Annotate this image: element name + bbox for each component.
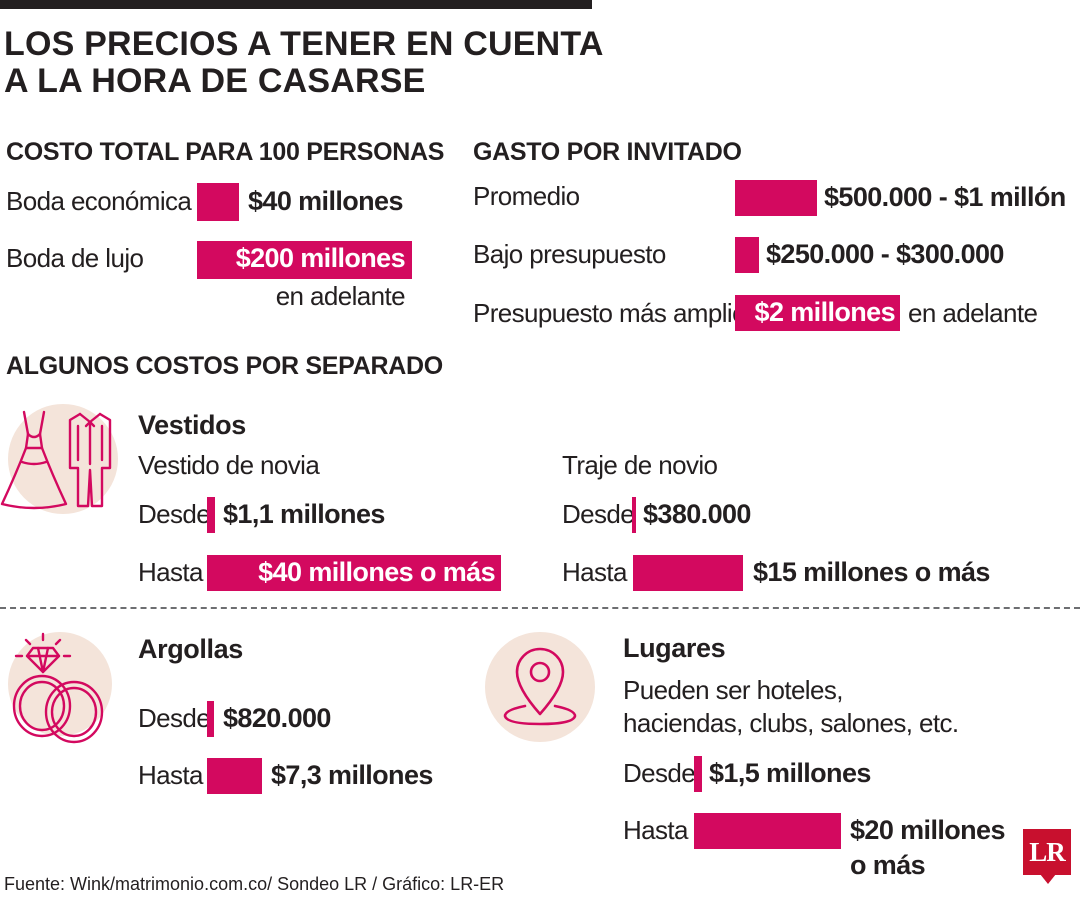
novia-desde-label: Desde (138, 499, 211, 529)
lugares-desc-line-2: haciendas, clubs, salones, etc. (623, 708, 959, 738)
bar-novia-hasta (207, 555, 501, 591)
bar-novio-hasta (633, 555, 743, 591)
argollas-hasta-label: Hasta (138, 760, 204, 790)
novio-desde-label: Desde (562, 499, 635, 529)
novio-hasta-label: Hasta (562, 557, 628, 587)
novia-hasta-value: $40 millones o más (258, 557, 495, 587)
invitado-row-label-1: Promedio (473, 181, 580, 211)
lugares-desc-line-1: Pueden ser hoteles, (623, 675, 843, 705)
argollas-desde-value: $820.000 (223, 703, 331, 733)
invitado-row-value-2: $250.000 - $300.000 (766, 239, 1004, 269)
novio-desde-value: $380.000 (643, 499, 751, 529)
argollas-hasta-value: $7,3 millones (271, 760, 433, 790)
invitado-row-label-3: Presupuesto más amplio (473, 298, 747, 328)
tuxedo-icon (68, 412, 112, 508)
lugares-hasta-label: Hasta (623, 815, 689, 845)
dashed-separator (0, 607, 1080, 609)
invitado-row-note-3: en adelante (908, 298, 1038, 328)
lugares-heading: Lugares (623, 633, 726, 663)
page-title: LOS PRECIOS A TENER EN CUENTA A LA HORA … (4, 26, 604, 100)
rings-icon (12, 632, 104, 744)
total-row-value-2: $200 millones (235, 243, 406, 273)
total-heading: COSTO TOTAL PARA 100 PERSONAS (6, 138, 445, 166)
bar-novio-desde (632, 497, 636, 533)
novia-label: Vestido de novia (138, 450, 320, 480)
bar-novia-desde (207, 497, 215, 533)
bar-boda-lujo (197, 241, 412, 279)
location-pin-icon (503, 647, 577, 726)
argollas-desde-label: Desde (138, 703, 211, 733)
bar-boda-economica (197, 183, 239, 221)
bar-bajo-presupuesto (735, 237, 759, 273)
lugares-hasta-value-line-1: $20 millones (850, 815, 1005, 845)
novia-desde-value: $1,1 millones (223, 499, 385, 529)
total-row-label-1: Boda económica (6, 186, 192, 216)
bar-presupuesto-amplio (735, 295, 900, 331)
vestidos-heading: Vestidos (138, 410, 246, 440)
novio-hasta-value: $15 millones o más (753, 557, 990, 587)
total-row-note-2: en adelante (275, 281, 406, 311)
novia-hasta-label: Hasta (138, 557, 204, 587)
argollas-heading: Argollas (138, 634, 243, 664)
novio-label: Traje de novio (562, 450, 718, 480)
title-line-2: A LA HORA DE CASARSE (4, 62, 426, 100)
invitado-row-label-2: Bajo presupuesto (473, 239, 666, 269)
total-row-value-1: $40 millones (248, 186, 403, 216)
bar-lugares-hasta (694, 813, 841, 849)
top-rule (0, 0, 592, 9)
bar-lugares-desde (694, 756, 702, 792)
wedding-dress-icon (0, 410, 68, 510)
invitado-heading: GASTO POR INVITADO (473, 138, 742, 166)
bar-promedio (735, 180, 817, 216)
total-row-label-2: Boda de lujo (6, 243, 144, 273)
lr-logo: LR (1023, 829, 1071, 875)
lugares-desde-label: Desde (623, 758, 696, 788)
bar-argollas-hasta (207, 758, 262, 794)
bar-argollas-desde (207, 701, 214, 737)
source-note: Fuente: Wink/matrimonio.com.co/ Sondeo L… (4, 874, 505, 894)
lr-logo-tail (1040, 874, 1056, 884)
lugares-desde-value: $1,5 millones (709, 758, 871, 788)
invitado-row-value-1: $500.000 - $1 millón (824, 182, 1066, 212)
lugares-hasta-value-line-2: o más (850, 850, 926, 880)
separado-heading: ALGUNOS COSTOS POR SEPARADO (6, 352, 443, 380)
title-line-1: LOS PRECIOS A TENER EN CUENTA (4, 25, 604, 63)
invitado-row-value-3: $2 millones (754, 297, 896, 327)
